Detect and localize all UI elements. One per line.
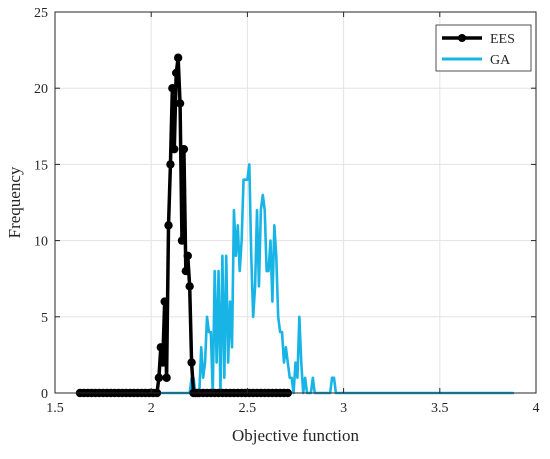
x-tick-label: 3 — [340, 401, 347, 416]
x-tick-label: 3.5 — [431, 401, 449, 416]
y-axis-label: Frequency — [5, 166, 24, 238]
point-ees — [175, 99, 185, 108]
point-ees — [154, 373, 164, 382]
x-tick-label: 4 — [533, 401, 540, 416]
legend: EES GA — [435, 24, 532, 72]
point-ees — [183, 251, 192, 261]
point-ees — [170, 144, 179, 154]
point-ees — [158, 358, 167, 367]
point-ees — [156, 343, 166, 352]
x-tick-label: 2.5 — [239, 401, 257, 416]
x-tick-label: 1.5 — [46, 401, 64, 416]
legend-box — [435, 24, 532, 72]
y-tick-label: 5 — [41, 311, 48, 326]
legend-ees-label: EES — [490, 32, 515, 47]
point-ees — [172, 68, 181, 78]
point-ees — [166, 160, 175, 169]
point-ees — [164, 221, 173, 230]
x-tick-label: 2 — [148, 401, 155, 416]
y-tick-label: 20 — [34, 82, 48, 97]
legend-ees-marker — [458, 34, 466, 42]
point-ees — [162, 373, 171, 382]
x-axis-label: Objective function — [232, 426, 359, 445]
y-tick-label: 10 — [34, 235, 48, 250]
point-ees — [181, 266, 191, 276]
grid — [54, 11, 537, 394]
point-ees — [173, 53, 183, 62]
point-ees — [177, 236, 187, 245]
point-ees — [168, 84, 177, 93]
y-tick-label: 0 — [41, 387, 48, 402]
point-ees — [185, 282, 194, 291]
y-tick-label: 25 — [34, 6, 48, 21]
legend-ga-label: GA — [490, 53, 511, 68]
plot-frame — [54, 11, 537, 394]
plot-area — [55, 12, 536, 393]
point-ees — [179, 144, 189, 154]
point-ees — [187, 358, 196, 367]
y-tick-label: 15 — [34, 158, 48, 173]
ticks: 1.5 2 2.5 3 3.5 4 0 5 10 15 20 25 — [34, 6, 540, 416]
point-ees — [160, 297, 169, 306]
